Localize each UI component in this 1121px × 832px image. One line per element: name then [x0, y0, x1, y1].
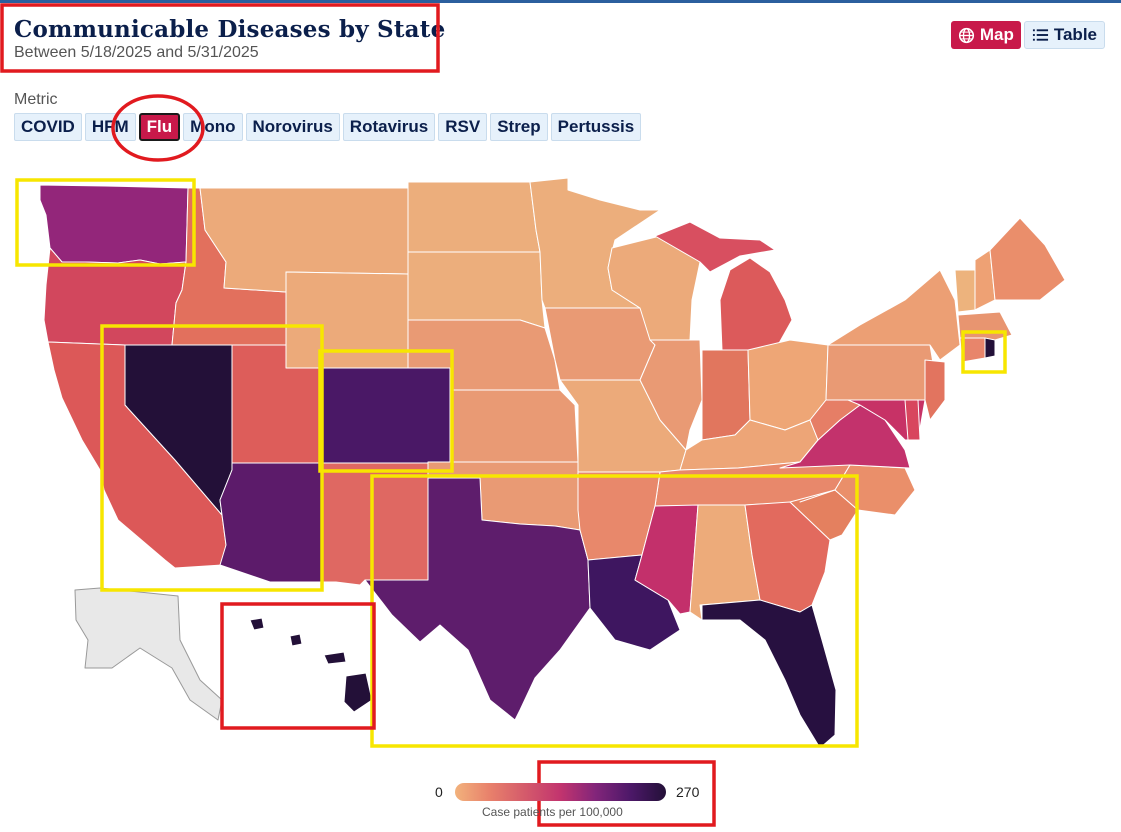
legend-unit-label: Case patients per 100,000 [482, 805, 623, 819]
state-arizona[interactable] [219, 462, 323, 583]
state-connecticut[interactable] [959, 337, 986, 363]
metric-label: Metric [14, 91, 58, 108]
state-south-dakota[interactable] [407, 251, 546, 329]
state-massachusetts[interactable] [957, 311, 1013, 341]
metric-pertussis-button[interactable]: Pertussis [550, 113, 642, 141]
state-colorado[interactable] [321, 367, 451, 464]
state-pennsylvania[interactable] [825, 344, 936, 401]
state-michigan-lower[interactable] [719, 257, 793, 351]
legend-max-value: 270 [676, 784, 700, 800]
state-michigan-upper[interactable] [654, 221, 776, 273]
table-view-button[interactable]: Table [1023, 21, 1105, 49]
state-washington[interactable] [39, 184, 189, 265]
state-vermont[interactable] [954, 269, 976, 313]
state-hawaii-oahu[interactable] [249, 617, 265, 631]
metric-rsv-button[interactable]: RSV [438, 113, 488, 141]
view-toggle: Map Table [950, 21, 1105, 49]
state-hawaii-maui[interactable] [323, 651, 347, 665]
metric-norovirus-button[interactable]: Norovirus [245, 113, 340, 141]
state-wyoming[interactable] [285, 271, 409, 369]
state-maine[interactable] [989, 217, 1066, 301]
legend-min-value: 0 [435, 784, 443, 800]
state-new-york[interactable] [827, 269, 961, 361]
state-new-jersey[interactable] [924, 359, 946, 421]
metric-rotavirus-button[interactable]: Rotavirus [342, 113, 436, 141]
legend-color-scale [455, 783, 666, 801]
table-view-label: Table [1053, 25, 1097, 44]
state-hawaii-kauai[interactable] [289, 633, 303, 647]
metric-strep-button[interactable]: Strep [490, 113, 548, 141]
state-north-dakota[interactable] [407, 181, 541, 253]
globe-icon [958, 27, 974, 43]
list-icon [1032, 29, 1048, 41]
state-iowa[interactable] [544, 307, 656, 381]
state-kansas[interactable] [449, 389, 579, 463]
metric-covid-button[interactable]: COVID [14, 113, 82, 141]
top-accent-line [0, 0, 1121, 3]
map-view-label: Map [979, 25, 1014, 44]
state-delaware[interactable] [904, 399, 921, 441]
state-new-mexico[interactable] [321, 462, 429, 586]
state-hawaii-big-island[interactable] [343, 672, 373, 713]
state-rhode-island[interactable] [984, 337, 996, 359]
state-alaska[interactable] [74, 587, 223, 721]
map-view-button[interactable]: Map [950, 21, 1021, 49]
state-florida[interactable] [701, 599, 837, 749]
